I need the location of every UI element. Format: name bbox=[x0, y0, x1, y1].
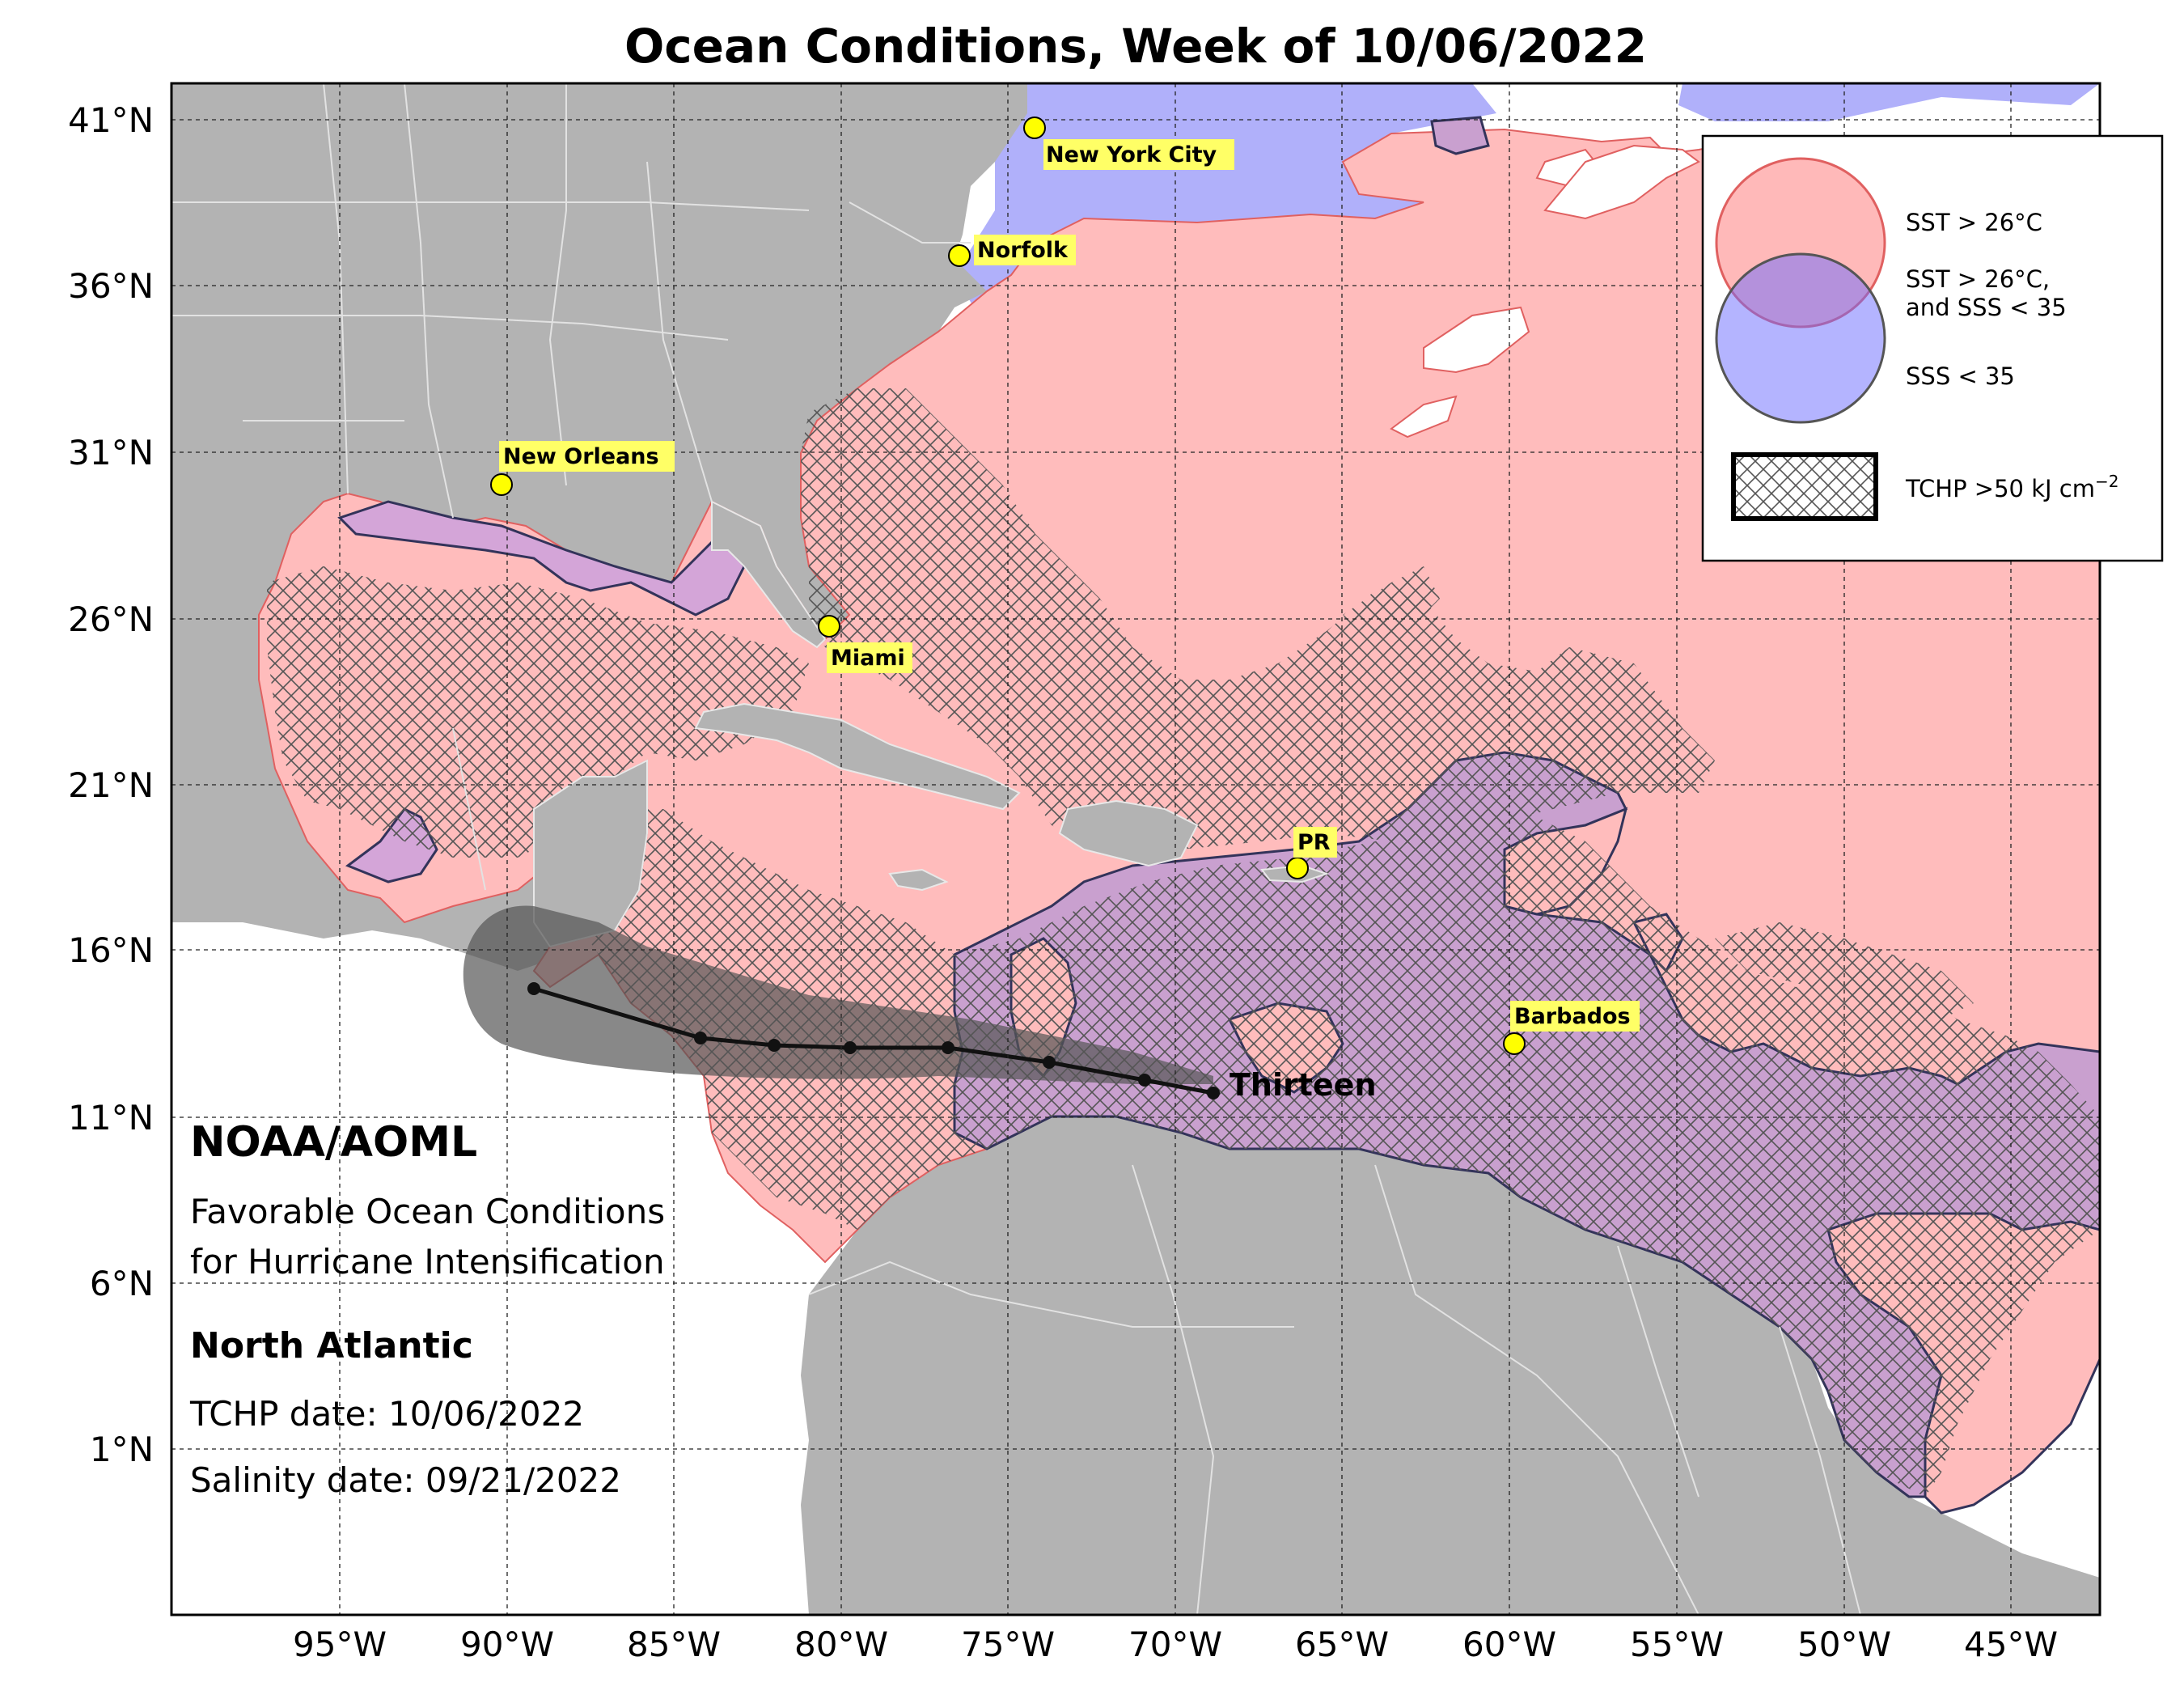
lat-label: 31°N bbox=[68, 433, 154, 472]
map-legend: SST > 26°C SST > 26°C, and SSS < 35 SSS … bbox=[1701, 134, 2164, 562]
lat-label: 21°N bbox=[68, 765, 154, 805]
lon-label: 75°W bbox=[961, 1625, 1055, 1664]
storm-track-point bbox=[694, 1032, 707, 1044]
pacific-ocean bbox=[171, 922, 825, 1615]
info-org: NOAA/AOML bbox=[190, 1118, 477, 1167]
land-cuba bbox=[694, 702, 1021, 811]
political-boundaries bbox=[171, 83, 1861, 1615]
storm-track-point bbox=[768, 1039, 781, 1052]
info-line-2: for Hurricane Intensification bbox=[190, 1242, 665, 1282]
tchp-region-gulf bbox=[267, 566, 809, 858]
city-marker bbox=[1023, 117, 1046, 139]
sst-gap-2 bbox=[1423, 306, 1530, 374]
city-marker bbox=[1503, 1032, 1526, 1055]
legend-tchp-swatch bbox=[1731, 452, 1878, 521]
legend-sst-sss-label-1: SST > 26°C, bbox=[1906, 265, 2050, 293]
city-label: Barbados bbox=[1514, 1004, 1631, 1029]
storm-track-point bbox=[844, 1041, 857, 1054]
legend-sst-label: SST > 26°C bbox=[1906, 209, 2042, 236]
lat-label: 6°N bbox=[90, 1264, 154, 1303]
city-marker bbox=[948, 244, 971, 267]
lon-label: 70°W bbox=[1128, 1625, 1222, 1664]
city-label: New York City bbox=[1046, 142, 1217, 167]
longitude-labels: 95°W 90°W 85°W 80°W 75°W 70°W 65°W 60°W … bbox=[293, 1625, 2058, 1664]
legend-tchp-prefix: TCHP >50 kJ cm bbox=[1905, 475, 2095, 502]
lon-label: 80°W bbox=[794, 1625, 888, 1664]
map-frame bbox=[170, 82, 2101, 1616]
storm-track-points bbox=[527, 982, 1220, 1099]
storm-track-line bbox=[533, 986, 1214, 1095]
city-label: PR bbox=[1297, 830, 1331, 855]
city-label: Norfolk bbox=[977, 238, 1069, 263]
info-region: North Atlantic bbox=[190, 1325, 473, 1366]
city-new-orleans: New Orleans bbox=[490, 441, 675, 496]
lon-label: 50°W bbox=[1797, 1625, 1891, 1664]
info-tchp-date: TCHP date: 10/06/2022 bbox=[189, 1394, 584, 1434]
storm-name-label: Thirteen bbox=[1230, 1067, 1377, 1103]
city-marker bbox=[1286, 857, 1309, 879]
map-title: Ocean Conditions, Week of 10/06/2022 bbox=[624, 19, 1647, 74]
legend-tchp-exponent: −2 bbox=[2095, 472, 2118, 491]
city-label-bg bbox=[1510, 1001, 1640, 1032]
city-marker bbox=[818, 615, 840, 638]
city-norfolk: Norfolk bbox=[948, 235, 1076, 267]
lon-label: 85°W bbox=[627, 1625, 721, 1664]
city-new-york: New York City bbox=[1023, 117, 1234, 170]
land-south-america bbox=[801, 1116, 2100, 1615]
tchp-region-atlantic-west bbox=[801, 388, 1715, 850]
land-north-america bbox=[171, 83, 1027, 1262]
city-marker bbox=[490, 473, 513, 496]
lat-label: 26°N bbox=[68, 600, 154, 639]
lon-label: 55°W bbox=[1630, 1625, 1724, 1664]
lat-label: 1°N bbox=[90, 1430, 154, 1469]
city-label: New Orleans bbox=[503, 444, 659, 469]
lat-label: 36°N bbox=[68, 266, 154, 306]
city-label-bg bbox=[499, 441, 675, 472]
latitude-labels: 41°N 36°N 31°N 26°N 21°N 16°N 11°N 6°N 1… bbox=[68, 100, 154, 1469]
sst-sss-region-gulf-north bbox=[337, 500, 746, 616]
tchp-region-atlantic-east-2 bbox=[1715, 922, 1974, 1019]
storm-track-point bbox=[942, 1041, 954, 1054]
lon-label: 65°W bbox=[1295, 1625, 1389, 1664]
legend-sss-circle bbox=[1715, 252, 1886, 424]
storm-track-point bbox=[1207, 1087, 1220, 1099]
storm-track-point bbox=[527, 982, 540, 995]
sst-sss-region-northeast bbox=[1430, 116, 1490, 155]
city-label: Miami bbox=[831, 646, 905, 671]
lat-label: 11°N bbox=[68, 1098, 154, 1138]
tchp-region-atlantic-east-3 bbox=[1343, 566, 1440, 639]
lon-label: 45°W bbox=[1964, 1625, 2058, 1664]
info-line-1: Favorable Ocean Conditions bbox=[190, 1192, 665, 1231]
city-label-bg bbox=[1043, 139, 1234, 170]
storm-track-point bbox=[1138, 1074, 1151, 1087]
tchp-region-caribbean bbox=[566, 809, 2100, 1497]
lon-label: 60°W bbox=[1462, 1625, 1556, 1664]
sst-gap-3 bbox=[1390, 395, 1458, 439]
legend-tchp-label: TCHP >50 kJ cm−2 bbox=[1905, 472, 2118, 502]
info-panel: NOAA/AOML Favorable Ocean Conditions for… bbox=[189, 1118, 665, 1500]
storm-track-point bbox=[1043, 1056, 1056, 1069]
lat-label: 16°N bbox=[68, 930, 154, 970]
lon-label: 90°W bbox=[460, 1625, 554, 1664]
lat-label: 41°N bbox=[68, 100, 154, 140]
sst-gap-4 bbox=[1543, 144, 1700, 220]
land-florida bbox=[711, 500, 827, 649]
city-pr: PR bbox=[1286, 827, 1337, 879]
legend-sss-label: SSS < 35 bbox=[1906, 362, 2015, 390]
legend-sst-sss-label-2: and SSS < 35 bbox=[1906, 294, 2067, 321]
tchp-region-atlantic-east-1 bbox=[1521, 712, 1682, 793]
city-label-bg bbox=[974, 235, 1076, 265]
land-jamaica bbox=[888, 868, 949, 892]
city-label-bg bbox=[827, 642, 912, 673]
city-barbados: Barbados bbox=[1503, 1001, 1640, 1055]
city-miami: Miami bbox=[818, 615, 912, 673]
city-label-bg bbox=[1293, 827, 1337, 858]
map-gridlines bbox=[171, 83, 2100, 1615]
land-hispaniola bbox=[1058, 799, 1199, 867]
lon-label: 95°W bbox=[293, 1625, 387, 1664]
sss-region-northeast-2 bbox=[1678, 83, 2100, 121]
info-salinity-date: Salinity date: 09/21/2022 bbox=[190, 1460, 621, 1500]
